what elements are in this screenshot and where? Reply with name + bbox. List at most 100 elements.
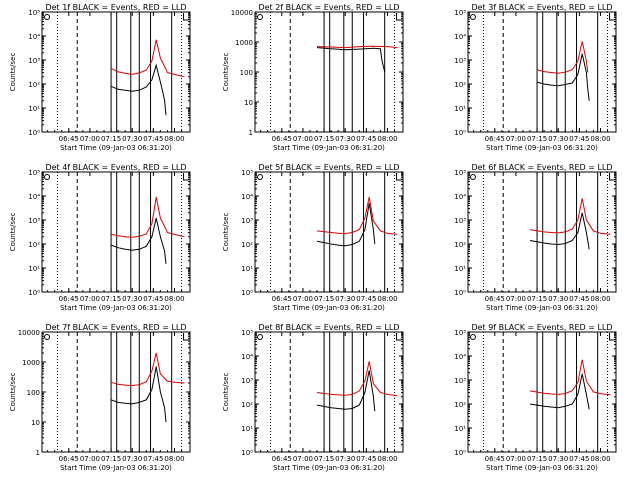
y-tick-label: 10¹ <box>454 105 466 113</box>
y-tick-label: 10¹ <box>28 265 40 273</box>
x-axis-label: Start Time (09-Jan-03 06:31:20) <box>273 464 385 472</box>
x-tick-label: 07:45 <box>569 135 589 143</box>
y-tick-label: 10¹ <box>241 425 253 433</box>
x-tick-label: 07:00 <box>80 455 100 463</box>
x-tick-label: 07:15 <box>101 135 121 143</box>
start-marker-icon <box>470 174 476 180</box>
y-tick-label: 10² <box>454 81 466 89</box>
start-marker-icon <box>257 334 263 340</box>
start-marker-icon <box>44 334 50 340</box>
start-marker-icon <box>470 334 476 340</box>
y-tick-label: 10⁰ <box>454 449 466 457</box>
x-tick-label: 07:15 <box>527 135 547 143</box>
series-events-line <box>316 203 376 247</box>
series-events-line <box>536 53 590 101</box>
panel-det-1: Det 1f BLACK = Events, RED = LLD 10⁰ 10¹ 10… <box>9 3 191 152</box>
panel-det-5: Det 5f BLACK = Events, RED = LLD 10⁰ 10¹ 10… <box>222 163 404 312</box>
y-tick-label: 10⁵ <box>241 329 253 337</box>
plot-frame <box>467 171 617 293</box>
series-lld-line <box>111 197 185 238</box>
y-tick-label: 10 <box>31 419 40 427</box>
y-tick-label: 10⁴ <box>454 33 466 41</box>
x-tick-label: 07:00 <box>506 135 526 143</box>
y-tick-label: 10⁰ <box>241 449 253 457</box>
y-tick-label: 10⁰ <box>454 129 466 137</box>
x-axis-label: Start Time (09-Jan-03 06:31:20) <box>486 144 598 152</box>
x-tick-label: 06:45 <box>59 295 79 303</box>
panel-det-6: Det 6f BLACK = Events, RED = LLD 10⁰ 10¹ 10… <box>454 163 617 312</box>
plot-frame <box>254 171 404 293</box>
y-tick-label: 10⁵ <box>28 9 40 17</box>
y-tick-label: 1 <box>36 449 40 457</box>
plot-frame <box>467 11 617 133</box>
y-axis-label: Counts/sec <box>9 53 17 92</box>
end-marker-icon <box>609 13 615 21</box>
x-axis-label: Start Time (09-Jan-03 06:31:20) <box>273 304 385 312</box>
plot-frame <box>254 331 404 453</box>
x-tick-label: 07:45 <box>356 135 376 143</box>
y-tick-label: 10³ <box>454 57 466 65</box>
series-lld-line <box>529 359 611 396</box>
series-lld-line <box>110 39 185 78</box>
x-tick-label: 07:45 <box>143 295 163 303</box>
y-tick-label: 10⁵ <box>241 169 253 177</box>
panel-det-3: Det 3f BLACK = Events, RED = LLD 10⁰ 10¹ 10… <box>454 3 617 152</box>
y-tick-label: 10³ <box>454 217 466 225</box>
series-events-line <box>110 366 167 423</box>
x-tick-label: 08:00 <box>377 135 397 143</box>
x-tick-label: 06:45 <box>272 455 292 463</box>
x-axis-label: Start Time (09-Jan-03 06:31:20) <box>60 304 172 312</box>
y-tick-label: 10² <box>454 241 466 249</box>
y-tick-label: 100 <box>27 389 40 397</box>
y-tick-label: 10² <box>241 401 253 409</box>
series-events-line <box>316 47 386 73</box>
x-tick-label: 07:15 <box>527 455 547 463</box>
y-tick-label: 10⁰ <box>241 289 253 297</box>
end-marker-icon <box>183 333 189 341</box>
panel-title: Det 8f BLACK = Events, RED = LLD <box>258 323 399 332</box>
plot-frame <box>41 11 191 133</box>
x-tick-label: 06:45 <box>485 295 505 303</box>
x-tick-label: 07:30 <box>122 295 142 303</box>
series-events-line <box>529 212 590 250</box>
y-tick-label: 10¹ <box>28 105 40 113</box>
x-tick-label: 07:45 <box>143 455 163 463</box>
y-tick-label: 10⁴ <box>454 193 466 201</box>
x-tick-label: 08:00 <box>164 455 184 463</box>
x-tick-label: 07:00 <box>293 135 313 143</box>
series-lld-line <box>529 198 611 235</box>
panel-title: Det 2f BLACK = Events, RED = LLD <box>258 3 399 12</box>
y-tick-label: 10⁰ <box>28 129 40 137</box>
end-marker-icon <box>396 13 402 21</box>
x-tick-label: 07:00 <box>293 295 313 303</box>
y-tick-label: 10⁵ <box>454 329 466 337</box>
x-tick-label: 08:00 <box>164 135 184 143</box>
y-tick-label: 10⁵ <box>28 169 40 177</box>
y-axis-label: Counts/sec <box>9 373 17 412</box>
y-tick-label: 10¹ <box>241 265 253 273</box>
y-tick-label: 10² <box>454 401 466 409</box>
x-tick-label: 07:45 <box>143 135 163 143</box>
x-axis-label: Start Time (09-Jan-03 06:31:20) <box>486 464 598 472</box>
x-tick-label: 07:30 <box>122 135 142 143</box>
y-tick-label: 10⁴ <box>241 193 253 201</box>
plot-frame <box>467 331 617 453</box>
y-tick-label: 10⁰ <box>28 289 40 297</box>
panel-title: Det 5f BLACK = Events, RED = LLD <box>258 163 399 172</box>
x-axis-label: Start Time (09-Jan-03 06:31:20) <box>486 304 598 312</box>
x-tick-label: 07:30 <box>335 455 355 463</box>
x-tick-label: 06:45 <box>485 455 505 463</box>
x-tick-label: 07:45 <box>569 295 589 303</box>
y-tick-label: 1000 <box>22 359 40 367</box>
panel-det-4: Det 4f BLACK = Events, RED = LLD 10⁰ 10¹ 10… <box>9 163 191 312</box>
start-marker-icon <box>470 14 476 20</box>
y-tick-label: 10⁴ <box>28 193 40 201</box>
y-tick-label: 10³ <box>241 217 253 225</box>
panel-title: Det 1f BLACK = Events, RED = LLD <box>45 3 186 12</box>
panel-det-2: Det 2f BLACK = Events, RED = LLD 1 10 100 10… <box>222 3 404 152</box>
x-tick-label: 07:15 <box>314 455 334 463</box>
end-marker-icon <box>183 13 189 21</box>
x-tick-label: 07:30 <box>335 135 355 143</box>
x-tick-label: 08:00 <box>590 135 610 143</box>
y-tick-label: 10¹ <box>454 425 466 433</box>
